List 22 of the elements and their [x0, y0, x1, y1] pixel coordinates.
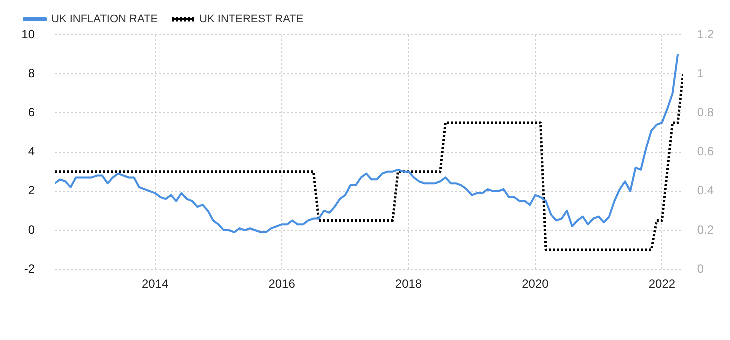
y-tick-label: -2 [24, 262, 36, 276]
y-tick-label: 0 [28, 222, 36, 237]
y2-tick-label: 0.6 [697, 144, 714, 159]
y2-tick-label: 0.2 [697, 222, 714, 237]
line-series [55, 72, 684, 252]
y-tick-label: 2 [28, 184, 36, 198]
x-tick-label: 2018 [395, 277, 422, 292]
y2-tick-label: 0.4 [697, 184, 714, 198]
y2-tick-label: 0.8 [697, 106, 714, 120]
y2-tick-label: 0 [697, 262, 704, 276]
x-tick-label: 2014 [142, 277, 169, 292]
y-tick-label: 6 [28, 106, 36, 120]
legend-label: UK INTEREST RATE [200, 14, 304, 26]
y2-tick-label: 1 [697, 66, 704, 80]
legend-label: UK INFLATION RATE [52, 14, 158, 26]
y-tick-label: 10 [22, 27, 36, 42]
x-tick-label: 2020 [522, 277, 550, 292]
x-tick-label: 2022 [648, 277, 676, 292]
y-tick-label: 8 [28, 66, 36, 80]
x-tick-label: 2016 [268, 277, 296, 292]
y-tick-label: 4 [28, 144, 36, 159]
y2-tick-label: 1.2 [697, 27, 714, 42]
